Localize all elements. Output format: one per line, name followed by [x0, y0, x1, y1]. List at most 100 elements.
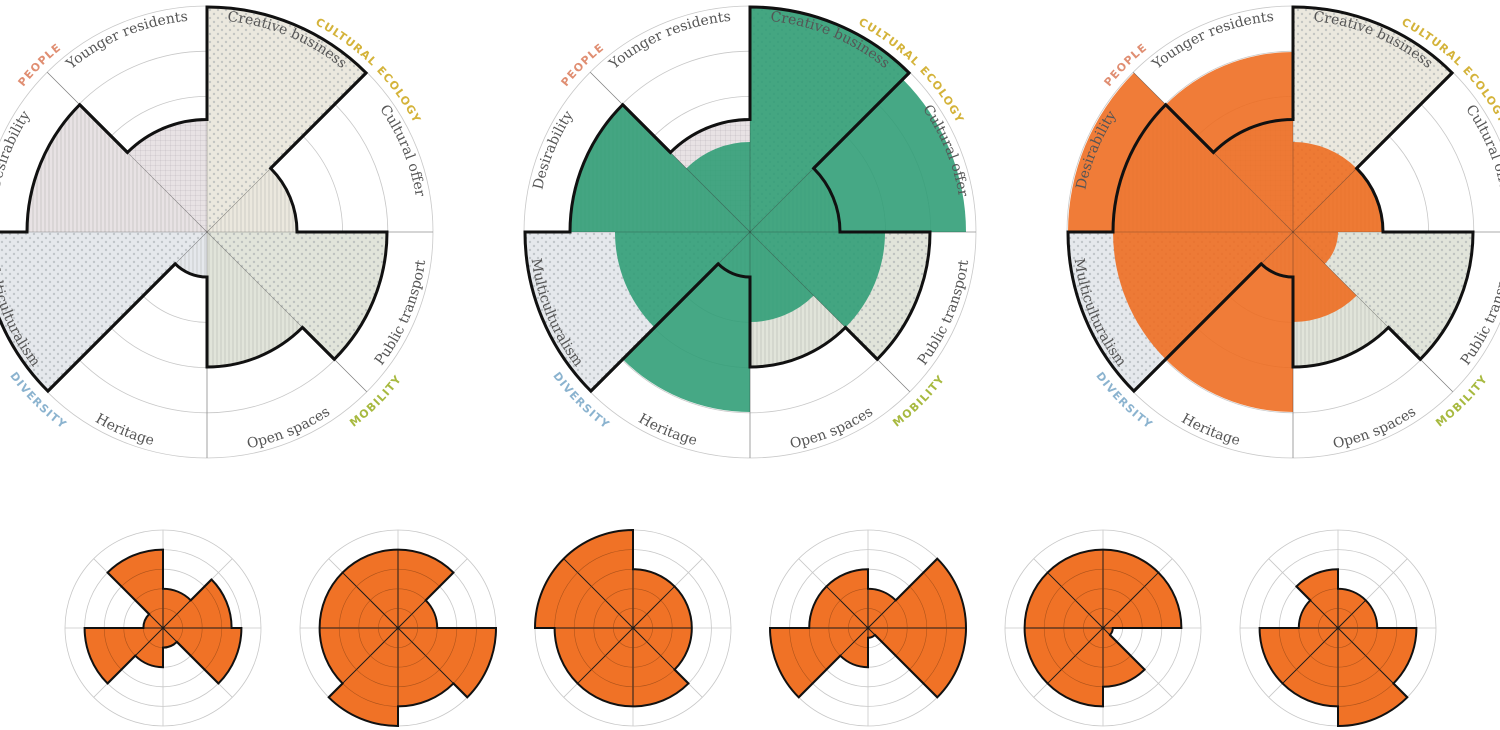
small-inner-ring [383, 608, 399, 615]
overlay-wedge-public-transport [750, 232, 885, 328]
overlay-wedge-creative-business [750, 7, 910, 232]
small-inner-ring [1337, 641, 1353, 648]
small-inner-ring [397, 608, 413, 615]
baseline-edge [844, 326, 879, 361]
small-inner-ring [895, 627, 908, 656]
small-inner-ring [1083, 627, 1090, 643]
baseline-texture-creative-business [207, 7, 367, 232]
baseline-edge [1387, 326, 1422, 361]
baseline-edge [1355, 71, 1454, 170]
baseline-texture-heritage [175, 232, 207, 277]
small-wedge-creative-business [633, 569, 675, 628]
small-inner-ring [1337, 608, 1353, 615]
small-wedge-cultural-offer [163, 579, 232, 628]
baseline-edge [301, 326, 336, 361]
small-edge [673, 668, 690, 685]
small-inner-ring [383, 641, 399, 648]
small-inner-ring [1298, 627, 1311, 656]
small-edge [895, 557, 939, 601]
overlay-wedge-cultural-offer [1293, 168, 1383, 232]
overlay-wedge-cultural-offer [750, 79, 966, 232]
small-inner-ring [338, 627, 357, 670]
small-inner-ring [397, 568, 440, 587]
small-inner-ring [204, 586, 223, 629]
small-wedge-open-spaces [163, 628, 177, 648]
small-inner-ring [121, 568, 164, 587]
small-inner-ring [411, 627, 418, 643]
spoke [206, 231, 368, 393]
small-wedge-multiculturalism [319, 628, 398, 684]
small-wedge-younger-residents [107, 549, 163, 628]
overlay-wedge-multiculturalism [1113, 232, 1293, 360]
category-label-younger-residents: Younger residents [63, 9, 189, 73]
small-wedge-multiculturalism [554, 628, 633, 684]
small-wedge-public-transport [633, 628, 692, 670]
small-inner-ring [1278, 627, 1297, 670]
small-inner-ring [618, 641, 634, 648]
small-inner-ring [605, 588, 634, 601]
baseline-edge [269, 71, 368, 170]
small-inner-ring [1337, 669, 1380, 688]
small-inner-ring [1083, 613, 1090, 629]
overlay-wedge-younger-residents [686, 142, 750, 232]
small-chart-3 [533, 528, 732, 727]
small-chart-2 [299, 529, 498, 728]
small-inner-ring [1144, 586, 1163, 629]
small-inner-ring [1063, 600, 1076, 629]
small-inner-ring [573, 627, 592, 670]
small-inner-ring [808, 627, 827, 670]
small-inner-ring [593, 600, 606, 629]
small-edge [1295, 585, 1311, 601]
small-inner-ring [439, 627, 458, 670]
small-chart-5 [1004, 529, 1202, 727]
small-inner-ring [397, 669, 440, 688]
baseline-edge [1132, 262, 1263, 393]
small-inner-ring [848, 627, 855, 643]
small-wedge-creative-business [868, 588, 896, 628]
small-wedge-desirability [809, 586, 868, 628]
small-wedge-multiculturalism [84, 628, 163, 684]
small-inner-ring [1043, 627, 1062, 670]
small-edge [874, 634, 939, 699]
small-inner-ring [646, 613, 653, 629]
small-inner-ring [909, 586, 928, 629]
overlay-wedge-desirability [1068, 72, 1293, 233]
small-inner-ring [1351, 627, 1358, 643]
small-inner-ring [853, 608, 869, 615]
overlay-wedge-creative-business [1293, 142, 1357, 232]
small-inner-ring [1310, 655, 1339, 668]
small-inner-ring [1075, 655, 1104, 668]
small-inner-ring [613, 627, 620, 643]
spoke [1292, 231, 1454, 393]
small-edge [106, 655, 136, 685]
small-wedge-open-spaces [1338, 628, 1408, 726]
small-wedge-cultural-offer [1338, 600, 1378, 628]
small-wedge-younger-residents [1296, 569, 1338, 628]
small-inner-ring [162, 608, 178, 615]
small-multiples [64, 528, 1437, 728]
small-inner-ring [591, 669, 634, 688]
small-wedge-desirability [535, 558, 633, 628]
small-wedge-creative-business [1338, 588, 1366, 628]
small-inner-ring [632, 655, 661, 668]
small-inner-ring [895, 600, 908, 629]
small-outline [1023, 548, 1183, 708]
small-wedge-public-transport [398, 628, 496, 698]
small-inner-ring [1310, 588, 1339, 601]
small-edge [452, 682, 469, 699]
small-inner-ring [1088, 608, 1104, 615]
small-inner-ring [397, 588, 426, 601]
small-wedge-heritage [328, 628, 398, 726]
small-inner-ring [1063, 627, 1076, 656]
small-inner-ring [881, 613, 888, 629]
baseline-texture-cultural-offer [207, 168, 297, 232]
small-inner-ring [411, 613, 418, 629]
small-inner-ring [573, 586, 592, 629]
baseline-edge [1164, 103, 1215, 154]
small-inner-ring [840, 588, 869, 601]
small-edge [1392, 682, 1409, 699]
small-inner-ring [358, 627, 371, 656]
small-inner-ring [1102, 608, 1118, 615]
small-inner-ring [397, 655, 426, 668]
small-inner-ring [358, 600, 371, 629]
